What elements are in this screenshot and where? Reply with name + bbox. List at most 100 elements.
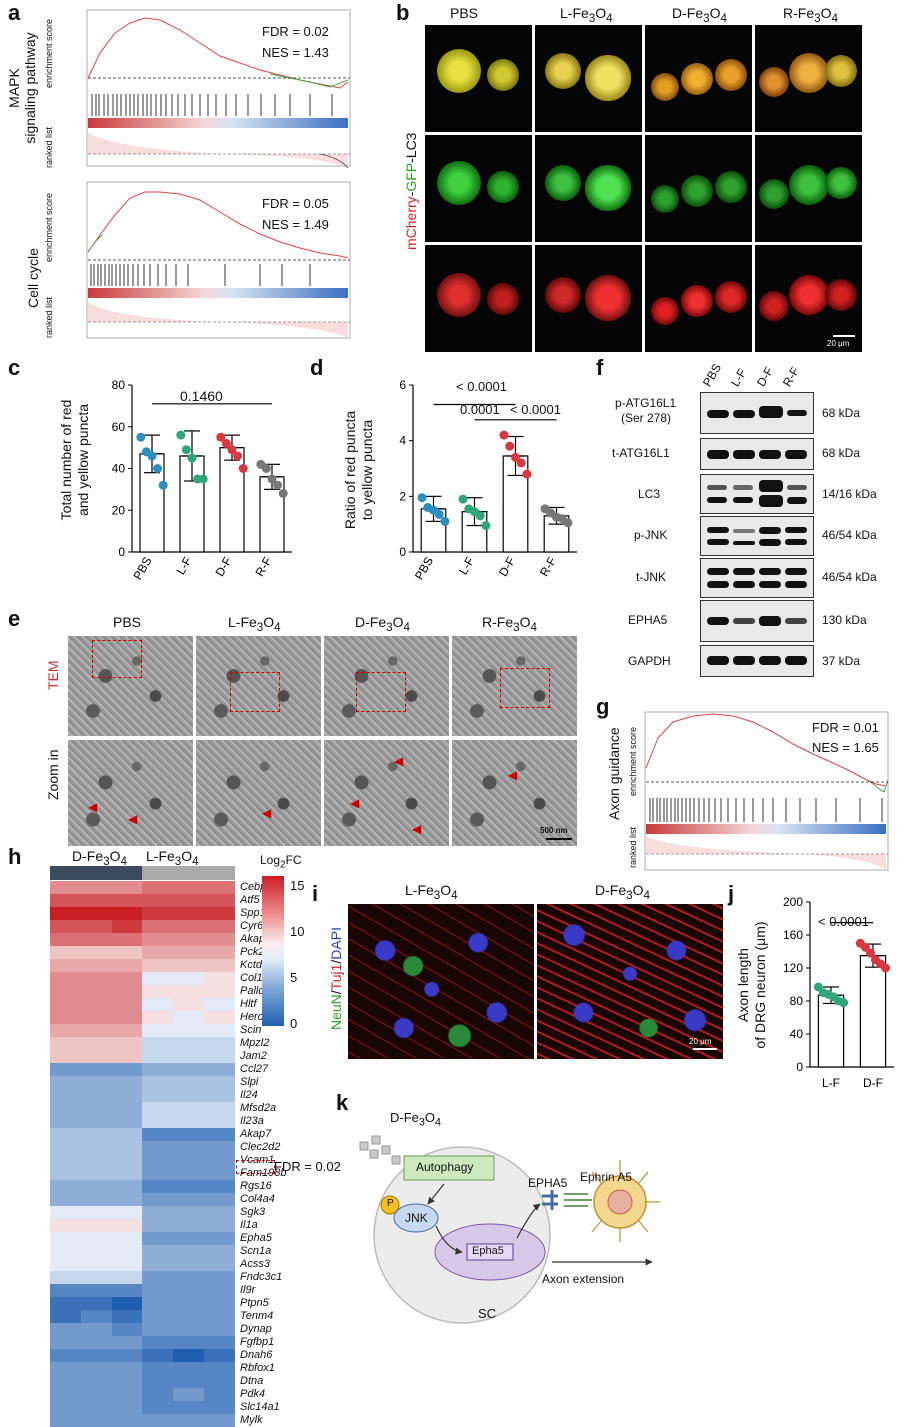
heatmap-cell bbox=[142, 1089, 174, 1102]
blot-name: t-JNK bbox=[636, 570, 666, 584]
heatmap-cell bbox=[173, 1349, 205, 1362]
heatmap-row bbox=[50, 1271, 235, 1284]
heatmap-cell bbox=[111, 1375, 143, 1388]
heatmap-cell bbox=[173, 1063, 205, 1076]
y-tick-label: 0 bbox=[399, 545, 406, 559]
if-scalebar-label: 20 μm bbox=[689, 1037, 712, 1046]
heatmap-cell bbox=[173, 933, 205, 946]
heatmap-cell bbox=[111, 1154, 143, 1167]
data-point bbox=[238, 464, 248, 473]
heatmap-cell bbox=[142, 1245, 174, 1258]
x-tick-label: D-F bbox=[212, 555, 234, 579]
heatmap-epha5-box bbox=[236, 1160, 275, 1174]
data-point bbox=[511, 452, 520, 462]
heatmap bbox=[50, 881, 235, 1427]
heatmap-cell bbox=[80, 1206, 112, 1219]
heatmap-row bbox=[50, 1102, 235, 1115]
heatmap-cell bbox=[111, 881, 143, 894]
x-tick-label: L-F bbox=[173, 555, 194, 578]
heatmap-cell bbox=[111, 1128, 143, 1141]
heatmap-cell bbox=[80, 1297, 112, 1310]
data-point bbox=[136, 432, 146, 442]
heatmap-cell bbox=[50, 1284, 81, 1297]
data-point bbox=[475, 511, 485, 521]
heatmap-groupbar-l bbox=[142, 866, 235, 880]
y-tick-label: 2 bbox=[399, 489, 406, 503]
confocal-col-l: L-Fe3O4 bbox=[560, 5, 613, 25]
heatmap-cell bbox=[111, 907, 143, 920]
data-point bbox=[865, 948, 875, 958]
y-tick-label: 0 bbox=[796, 1060, 803, 1074]
tem-zoom-l: ◀ bbox=[196, 740, 321, 846]
gene-label: Mylk bbox=[240, 1414, 263, 1426]
heatmap-row bbox=[50, 894, 235, 907]
epha5-receptor-icon bbox=[542, 1190, 558, 1210]
heatmap-cell bbox=[80, 998, 112, 1011]
heatmap-cell bbox=[111, 1414, 143, 1427]
confocal-col-pbs: PBS bbox=[450, 5, 479, 21]
heatmap-cell bbox=[142, 985, 174, 998]
panel-label-e: e bbox=[8, 606, 21, 631]
heatmap-row bbox=[50, 972, 235, 985]
heatmap-cell bbox=[111, 1297, 143, 1310]
heatmap-cell bbox=[204, 985, 235, 998]
heatmap-cell bbox=[50, 1206, 81, 1219]
y-tick-label: 40 bbox=[790, 1027, 804, 1041]
gene-label: Hltf bbox=[240, 998, 257, 1010]
confocal-merge-pbs bbox=[425, 25, 532, 132]
gene-label: Clec2d2 bbox=[240, 1141, 281, 1153]
heatmap-row bbox=[50, 1076, 235, 1089]
heatmap-legend-tick-10: 10 bbox=[290, 924, 305, 939]
heatmap-cell bbox=[50, 1050, 81, 1063]
tem-scalebar bbox=[546, 838, 572, 840]
heatmap-cell bbox=[111, 1271, 143, 1284]
heatmap-cell bbox=[204, 933, 235, 946]
heatmap-cell bbox=[204, 1102, 235, 1115]
bar-D-F bbox=[219, 447, 245, 553]
tem-row-zoom: Zoom in bbox=[45, 749, 61, 800]
heatmap-cell bbox=[50, 1115, 81, 1128]
heatmap-cell bbox=[80, 1336, 112, 1349]
heatmap-cell bbox=[50, 933, 81, 946]
heatmap-cell bbox=[80, 1414, 112, 1427]
gene-label: Acss3 bbox=[240, 1258, 270, 1270]
heatmap-cell bbox=[50, 1375, 81, 1388]
gene-label: Jam2 bbox=[240, 1050, 267, 1062]
confocal-row-label: mCherry-GFP-LC3 bbox=[403, 133, 419, 250]
heatmap-cell bbox=[173, 1232, 205, 1245]
heatmap-cell bbox=[80, 1388, 112, 1401]
blot-kda: 68 kDa bbox=[822, 406, 861, 420]
heatmap-cell bbox=[142, 1388, 174, 1401]
heatmap-cell bbox=[50, 1024, 81, 1037]
heatmap-cell bbox=[142, 881, 174, 894]
heatmap-cell bbox=[111, 1037, 143, 1050]
heatmap-cell bbox=[204, 894, 235, 907]
heatmap-cell bbox=[50, 1167, 81, 1180]
heatmap-cell bbox=[111, 1089, 143, 1102]
heatmap-cell bbox=[204, 1089, 235, 1102]
phospho-icon bbox=[380, 1195, 400, 1215]
heatmap-cell bbox=[204, 1375, 235, 1388]
gsea-axon-rowlabel: Axon guidance bbox=[606, 727, 622, 820]
heatmap-cell bbox=[173, 1193, 205, 1206]
heatmap-cell bbox=[80, 1232, 112, 1245]
heatmap-cell bbox=[142, 1258, 174, 1271]
heatmap-row bbox=[50, 1193, 235, 1206]
heatmap-cell bbox=[50, 1297, 81, 1310]
heatmap-row bbox=[50, 1037, 235, 1050]
heatmap-cell bbox=[80, 1024, 112, 1037]
heatmap-cell bbox=[142, 1180, 174, 1193]
x-tick-label: PBS bbox=[130, 555, 154, 583]
gsea-axon-ylabel: enrichment score bbox=[628, 726, 638, 796]
confocal-grid: 20 μm bbox=[425, 25, 863, 353]
heatmap-cell bbox=[204, 1141, 235, 1154]
tuj1-label: Tuj1 bbox=[328, 963, 344, 991]
k-autophagy-label: Autophagy bbox=[416, 1160, 474, 1174]
heatmap-cell bbox=[50, 1336, 81, 1349]
heatmap-cell bbox=[50, 1154, 81, 1167]
data-point bbox=[261, 464, 271, 473]
heatmap-cell bbox=[204, 1401, 235, 1414]
heatmap-cell bbox=[142, 1219, 174, 1232]
heatmap-cell bbox=[173, 1284, 205, 1297]
panel-label-k: k bbox=[336, 1090, 349, 1115]
